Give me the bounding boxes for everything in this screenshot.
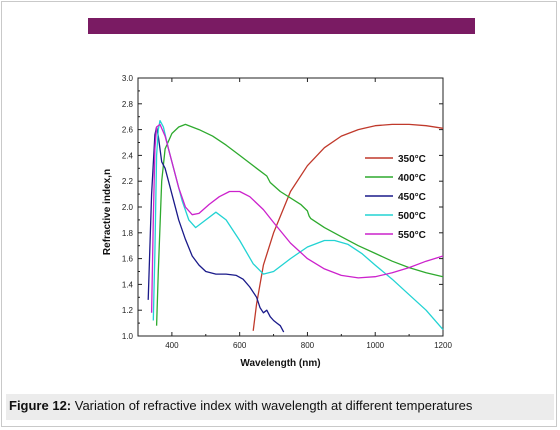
legend-label-1: 350°C — [398, 154, 426, 165]
caption-text: Variation of refractive index with wavel… — [71, 398, 473, 413]
y-tick-label: 1.8 — [122, 229, 134, 238]
y-tick-label: 1.0 — [122, 332, 134, 341]
x-tick-label: 1200 — [434, 341, 452, 350]
x-tick-label: 1000 — [366, 341, 384, 350]
figure-caption: Figure 12: Variation of refractive index… — [6, 394, 554, 420]
x-tick-label: 600 — [233, 341, 247, 350]
y-tick-label: 2.2 — [122, 177, 134, 186]
legend-label-4: 500°C — [398, 211, 426, 222]
series-line-2 — [155, 123, 444, 326]
y-axis-title: Refractive index,n — [102, 169, 113, 255]
y-tick-label: 2.0 — [122, 203, 134, 212]
legend-label-5: 550°C — [398, 230, 426, 241]
x-tick-label: 800 — [301, 341, 315, 350]
series-line-1 — [252, 123, 444, 331]
caption-label: Figure 12: — [9, 398, 72, 413]
header-bar — [88, 18, 475, 34]
legend-label-2: 400°C — [398, 173, 426, 184]
y-tick-label: 2.6 — [122, 126, 134, 135]
series-line-5 — [150, 123, 444, 313]
y-tick-label: 3.0 — [122, 74, 134, 83]
y-tick-label: 1.6 — [122, 255, 134, 264]
legend-label-3: 450°C — [398, 192, 426, 203]
y-tick-label: 2.8 — [122, 100, 134, 109]
series-line-3 — [147, 126, 285, 333]
y-tick-label: 1.2 — [122, 306, 134, 315]
y-tick-label: 1.4 — [122, 280, 134, 289]
series-line-4 — [152, 119, 444, 331]
x-tick-label: 400 — [165, 341, 179, 350]
y-tick-label: 2.4 — [122, 151, 134, 160]
x-axis-title: Wavelength (nm) — [240, 358, 320, 369]
